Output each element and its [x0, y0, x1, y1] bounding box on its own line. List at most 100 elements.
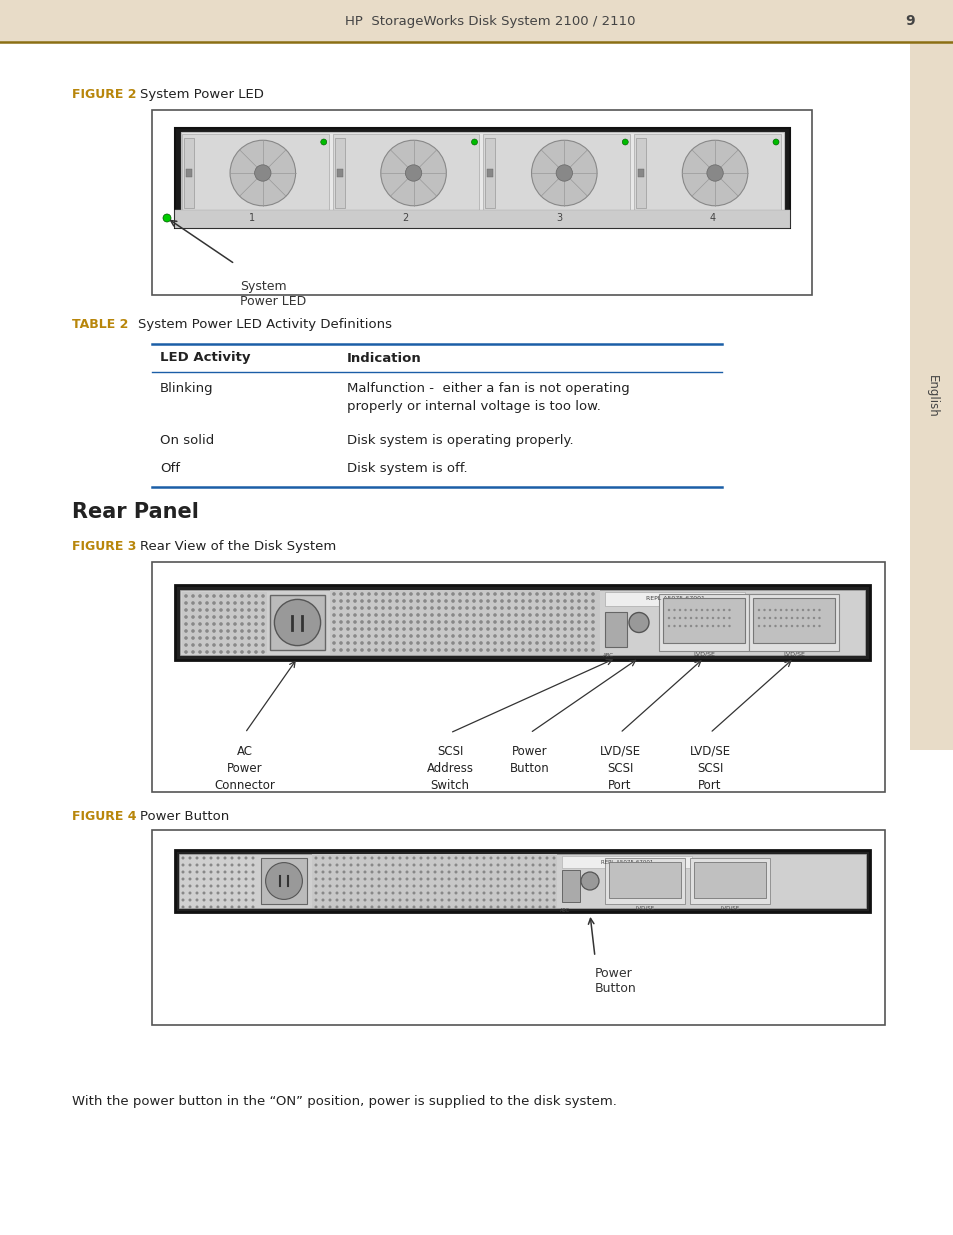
Text: Power
Button: Power Button: [595, 967, 636, 995]
Circle shape: [360, 627, 363, 631]
Bar: [181, 132, 783, 222]
Circle shape: [391, 857, 395, 860]
Circle shape: [391, 871, 395, 873]
Circle shape: [335, 857, 338, 860]
Circle shape: [472, 606, 476, 610]
Circle shape: [507, 648, 510, 652]
Circle shape: [444, 641, 447, 645]
Circle shape: [806, 616, 809, 619]
Circle shape: [583, 641, 587, 645]
Circle shape: [447, 878, 450, 881]
Circle shape: [363, 857, 366, 860]
Circle shape: [405, 164, 421, 182]
Circle shape: [226, 608, 230, 611]
Circle shape: [436, 614, 440, 616]
Circle shape: [577, 635, 580, 637]
Circle shape: [360, 614, 363, 616]
Circle shape: [212, 650, 215, 653]
Text: HP  StorageWorks Disk System 2100 / 2110: HP StorageWorks Disk System 2100 / 2110: [344, 15, 635, 27]
Circle shape: [367, 635, 371, 637]
Circle shape: [784, 625, 787, 627]
Text: Off: Off: [160, 462, 180, 475]
Circle shape: [457, 648, 461, 652]
Circle shape: [507, 599, 510, 603]
Circle shape: [440, 878, 443, 881]
Circle shape: [757, 625, 760, 627]
Circle shape: [370, 884, 374, 888]
Circle shape: [486, 635, 489, 637]
Circle shape: [405, 871, 408, 873]
Circle shape: [440, 892, 443, 894]
Circle shape: [510, 878, 513, 881]
Circle shape: [517, 863, 520, 867]
Circle shape: [253, 594, 257, 598]
Text: Rear Panel: Rear Panel: [71, 501, 198, 522]
Circle shape: [779, 616, 781, 619]
Circle shape: [440, 884, 443, 888]
Circle shape: [395, 620, 398, 624]
Circle shape: [202, 871, 205, 873]
Circle shape: [552, 905, 555, 909]
Circle shape: [335, 884, 338, 888]
Circle shape: [205, 601, 209, 605]
Circle shape: [461, 857, 464, 860]
Circle shape: [465, 620, 468, 624]
Circle shape: [457, 635, 461, 637]
Circle shape: [419, 863, 422, 867]
Circle shape: [353, 606, 356, 610]
Text: With the power button in the “ON” position, power is supplied to the disk system: With the power button in the “ON” positi…: [71, 1095, 617, 1108]
Bar: [174, 210, 789, 228]
Circle shape: [507, 641, 510, 645]
Circle shape: [454, 884, 457, 888]
Circle shape: [370, 892, 374, 894]
Text: REPL A5075-67001: REPL A5075-67001: [645, 597, 703, 601]
Circle shape: [342, 905, 345, 909]
Circle shape: [493, 635, 497, 637]
Bar: [689, 858, 769, 904]
Circle shape: [779, 625, 781, 627]
Circle shape: [402, 614, 405, 616]
Circle shape: [461, 871, 464, 873]
Circle shape: [219, 608, 223, 611]
Circle shape: [426, 884, 429, 888]
Circle shape: [482, 884, 485, 888]
Text: Disk system is off.: Disk system is off.: [347, 462, 467, 475]
Text: 3: 3: [556, 212, 562, 224]
Circle shape: [493, 593, 497, 595]
Circle shape: [223, 871, 226, 873]
Circle shape: [363, 878, 366, 881]
Text: REPL A5075-67001: REPL A5075-67001: [600, 860, 653, 864]
Circle shape: [314, 857, 317, 860]
Circle shape: [189, 857, 192, 860]
Circle shape: [436, 606, 440, 610]
Circle shape: [528, 635, 531, 637]
Circle shape: [395, 627, 398, 631]
Circle shape: [363, 863, 366, 867]
Circle shape: [433, 878, 436, 881]
Circle shape: [346, 641, 350, 645]
Text: System
Power LED: System Power LED: [240, 280, 306, 308]
Circle shape: [346, 648, 350, 652]
Circle shape: [412, 905, 416, 909]
Circle shape: [184, 608, 188, 611]
Circle shape: [247, 615, 251, 619]
Circle shape: [252, 892, 254, 894]
Circle shape: [381, 606, 384, 610]
Circle shape: [507, 606, 510, 610]
Circle shape: [181, 863, 184, 867]
Circle shape: [384, 892, 387, 894]
Circle shape: [436, 648, 440, 652]
Circle shape: [377, 857, 380, 860]
Circle shape: [486, 593, 489, 595]
Circle shape: [244, 871, 247, 873]
Circle shape: [503, 878, 506, 881]
Circle shape: [454, 857, 457, 860]
Circle shape: [346, 614, 350, 616]
Bar: [638, 169, 643, 177]
Circle shape: [468, 871, 471, 873]
Circle shape: [261, 629, 265, 632]
Circle shape: [335, 899, 338, 902]
Circle shape: [465, 648, 468, 652]
Circle shape: [514, 627, 517, 631]
Circle shape: [454, 892, 457, 894]
